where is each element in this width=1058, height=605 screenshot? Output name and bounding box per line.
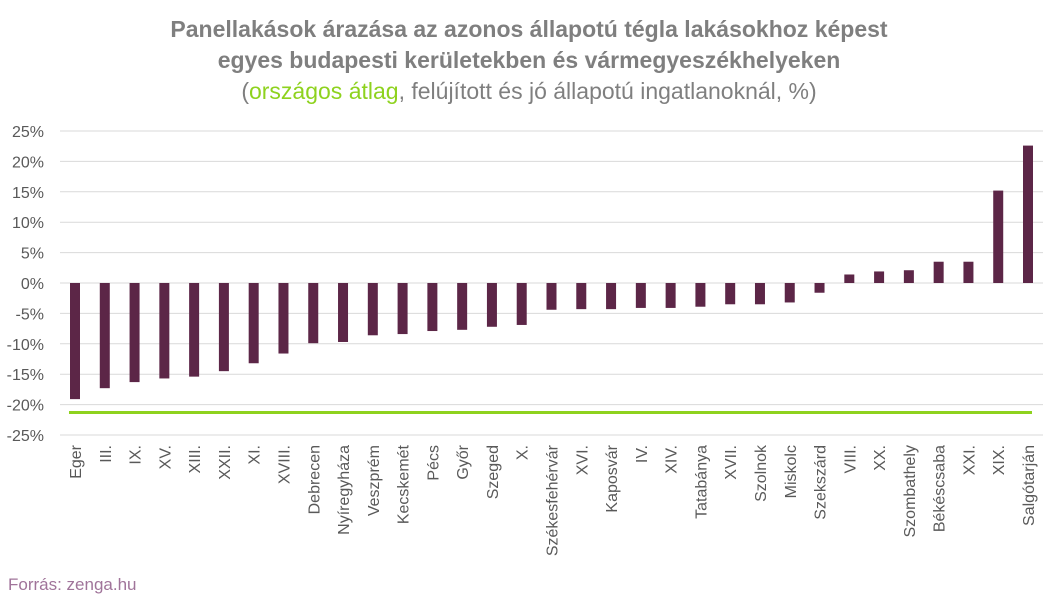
x-tick-label: Győr xyxy=(455,444,472,479)
x-tick-label: Békéscsaba xyxy=(932,445,949,532)
bar xyxy=(784,283,795,303)
bar xyxy=(725,283,736,305)
bar xyxy=(1023,145,1033,283)
chart-title-line1: Panellakások árazása az azonos állapotú … xyxy=(170,16,888,42)
bar xyxy=(814,283,825,293)
bar xyxy=(367,283,378,336)
bar xyxy=(99,283,110,389)
x-tick-label: XIX. xyxy=(991,445,1008,475)
y-tick-label: -20% xyxy=(7,398,44,415)
bar xyxy=(159,283,170,379)
y-tick-label: 20% xyxy=(12,154,44,171)
x-tick-label: III. xyxy=(98,445,115,463)
bar xyxy=(248,283,259,364)
y-tick-label: 0% xyxy=(21,276,44,293)
x-tick-label: Szolnok xyxy=(753,444,770,502)
bar xyxy=(903,270,914,283)
bar xyxy=(933,261,944,283)
bar xyxy=(397,283,408,335)
bar xyxy=(278,283,289,354)
bar xyxy=(486,283,497,327)
x-tick-label: Szombathely xyxy=(902,445,919,538)
x-tick-label: Kaposvár xyxy=(604,444,621,512)
y-tick-label: 25% xyxy=(12,124,44,141)
y-tick-label: 15% xyxy=(12,185,44,202)
x-tick-label: XV. xyxy=(157,445,174,469)
y-tick-label: -15% xyxy=(7,367,44,384)
x-tick-label: XVIII. xyxy=(276,445,293,484)
source-note: Forrás: zenga.hu xyxy=(8,575,137,594)
y-tick-label: -5% xyxy=(16,306,44,323)
bar xyxy=(635,283,646,308)
x-tick-label: XXII. xyxy=(217,445,234,480)
x-tick-label: Eger xyxy=(68,444,85,478)
x-tick-label: IX. xyxy=(128,445,145,465)
x-tick-label: Szeged xyxy=(485,445,502,499)
bar xyxy=(457,283,468,330)
x-tick-label: XI. xyxy=(247,445,264,465)
bar xyxy=(754,283,765,305)
bar xyxy=(606,283,617,310)
x-tick-label: Nyíregyháza xyxy=(336,445,353,535)
bar xyxy=(129,283,140,383)
bar xyxy=(874,271,885,283)
y-tick-label: -25% xyxy=(7,428,44,445)
chart-subtitle: (országos átlag, felújított és jó állapo… xyxy=(0,76,1058,106)
bar xyxy=(427,283,438,332)
subtitle-rest: , felújított és jó állapotú ingatlanokná… xyxy=(398,78,817,104)
y-tick-label: 10% xyxy=(12,215,44,232)
x-tick-label: X. xyxy=(515,445,532,460)
x-tick-label: XIV. xyxy=(664,445,681,474)
bar xyxy=(218,283,229,372)
x-tick-label: XXI. xyxy=(961,445,978,475)
y-tick-label: -10% xyxy=(7,337,44,354)
bar xyxy=(338,283,349,342)
bar xyxy=(993,190,1004,283)
bar xyxy=(516,283,527,325)
subtitle-open: ( xyxy=(241,78,249,104)
bar xyxy=(844,274,855,283)
x-tick-label: VIII. xyxy=(842,445,859,473)
x-tick-label: XVII. xyxy=(723,445,740,480)
x-tick-label: Szekszárd xyxy=(813,445,830,520)
x-tick-label: Tatabánya xyxy=(693,445,710,519)
x-tick-label: XIII. xyxy=(187,445,204,473)
bar xyxy=(665,283,676,308)
x-tick-label: Veszprém xyxy=(366,445,383,516)
bar xyxy=(546,283,557,310)
y-tick-label: 5% xyxy=(21,246,44,263)
bar xyxy=(308,283,319,344)
bar xyxy=(695,283,706,307)
x-tick-label: XVI. xyxy=(574,445,591,475)
x-tick-label: IV. xyxy=(634,445,651,463)
chart-title-line2: egyes budapesti kerületekben és vármegye… xyxy=(217,47,841,73)
bar xyxy=(963,261,974,283)
bar xyxy=(70,283,80,400)
x-tick-label: Székesfehérvár xyxy=(545,444,562,556)
bar xyxy=(189,283,200,377)
x-tick-label: Salgótarján xyxy=(1021,445,1038,526)
x-tick-label: Miskolc xyxy=(783,445,800,498)
subtitle-highlight: országos átlag xyxy=(248,78,399,104)
x-tick-label: XX. xyxy=(872,445,889,471)
x-tick-label: Debrecen xyxy=(306,445,323,514)
x-tick-label: Kecskemét xyxy=(396,444,413,524)
bar xyxy=(576,283,587,310)
x-tick-label: Pécs xyxy=(425,445,442,481)
